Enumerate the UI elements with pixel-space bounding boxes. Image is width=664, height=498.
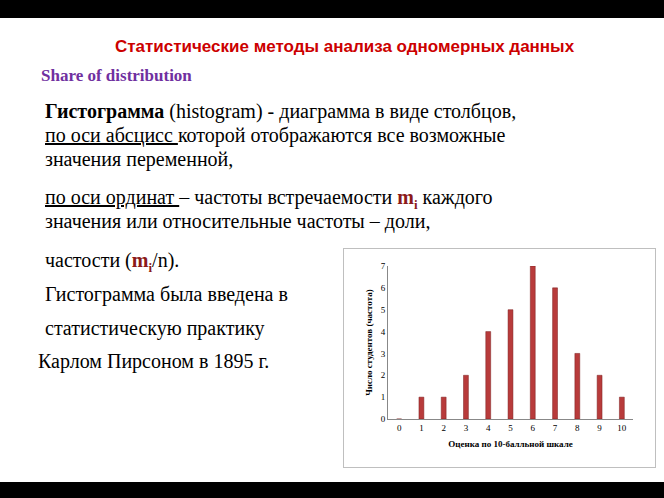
svg-text:Оценка по 10-балльной шкале: Оценка по 10-балльной шкале — [448, 439, 572, 449]
svg-text:3: 3 — [381, 349, 386, 359]
html-text:значения или относительные час: значения или относительные частоты – дол… — [45, 210, 431, 232]
html-text:Share of distribution: Share of distribution — [41, 66, 192, 85]
html-text:Карлом Пирсоном в 1895 г.: Карлом Пирсоном в 1895 г. — [38, 350, 270, 372]
html-text:по оси ординат – частоты встре: по оси ординат – частоты встречаемости m… — [45, 186, 493, 212]
svg-text:2: 2 — [441, 423, 446, 433]
svg-text:Число студентов (частота): Число студентов (частота) — [364, 289, 374, 396]
svg-text:0: 0 — [397, 423, 402, 433]
svg-text:5: 5 — [381, 305, 386, 315]
svg-text:7: 7 — [553, 423, 558, 433]
svg-text:4: 4 — [486, 423, 491, 433]
svg-text:9: 9 — [597, 423, 602, 433]
svg-text:8: 8 — [575, 423, 580, 433]
svg-text:10: 10 — [617, 423, 627, 433]
html-text:значения переменной,: значения переменной, — [45, 148, 234, 170]
html-text:статистическую практику: статистическую практику — [45, 317, 265, 339]
html-text:Гистограмма была введена в: Гистограмма была введена в — [45, 283, 288, 305]
svg-text:0: 0 — [381, 414, 386, 424]
html-text:Гистограмма (histogram) - диаг: Гистограмма (histogram) - диаграмма в ви… — [45, 100, 517, 122]
svg-text:7: 7 — [381, 261, 386, 271]
html-text:Статистические методы анализа: Статистические методы анализа одномерных… — [114, 37, 575, 56]
svg-text:6: 6 — [531, 423, 536, 433]
svg-text:5: 5 — [508, 423, 513, 433]
svg-text:6: 6 — [381, 283, 386, 293]
html-text:по оси абсцисс которой отображ: по оси абсцисс которой отображаются все … — [45, 124, 506, 146]
html-text:частости (mi/n).: частости (mi/n). — [45, 249, 180, 275]
svg-text:3: 3 — [464, 423, 469, 433]
svg-text:1: 1 — [419, 423, 424, 433]
svg-text:1: 1 — [381, 392, 386, 402]
svg-text:4: 4 — [381, 327, 386, 337]
svg-text:2: 2 — [381, 370, 386, 380]
